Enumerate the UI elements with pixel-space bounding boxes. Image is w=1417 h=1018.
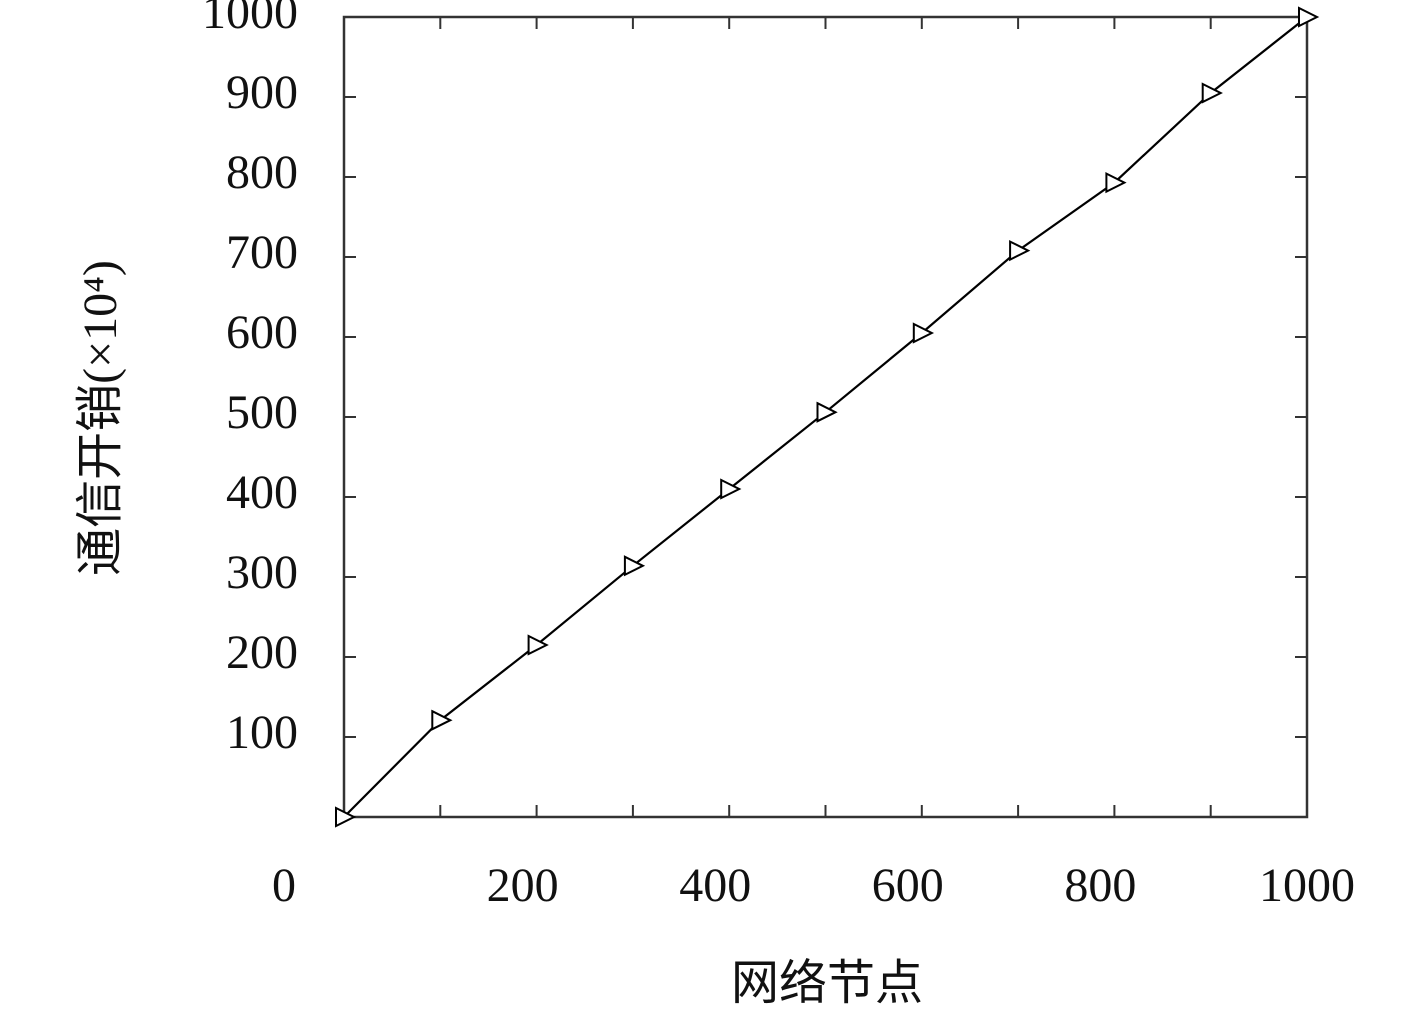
- x-tick-label: 600: [872, 859, 944, 912]
- y-tick-label: 200: [226, 626, 298, 679]
- marker: [335, 806, 357, 828]
- marker: [720, 478, 742, 500]
- marker: [1009, 239, 1031, 262]
- marker: [623, 555, 646, 577]
- y-tick-label: 100: [226, 706, 298, 759]
- y-tick-label: 600: [226, 306, 298, 359]
- y-axis-label: 通信开销(×10⁴): [74, 260, 127, 576]
- y-tick-label: 500: [226, 386, 298, 439]
- y-tick-label: 400: [226, 466, 298, 519]
- marker: [1201, 82, 1223, 104]
- y-tick-label: 900: [226, 66, 298, 119]
- marker: [912, 322, 935, 344]
- y-tick-label: 1000: [202, 0, 298, 39]
- marker: [431, 709, 453, 731]
- x-tick-label: 200: [487, 859, 559, 912]
- y-tick-label: 800: [226, 146, 298, 199]
- marker: [1298, 6, 1320, 28]
- marker: [527, 634, 549, 656]
- marker: [1105, 171, 1127, 194]
- x-tick-label: 800: [1064, 859, 1136, 912]
- marker: [816, 401, 838, 423]
- y-tick-label: 700: [226, 226, 298, 279]
- x-tick-label: 1000: [1259, 859, 1355, 912]
- y-tick-label: 300: [226, 546, 298, 599]
- x-tick-label: 400: [679, 859, 751, 912]
- x-axis-label: 网络节点: [731, 957, 923, 1010]
- x-tick-label: 0: [272, 859, 296, 912]
